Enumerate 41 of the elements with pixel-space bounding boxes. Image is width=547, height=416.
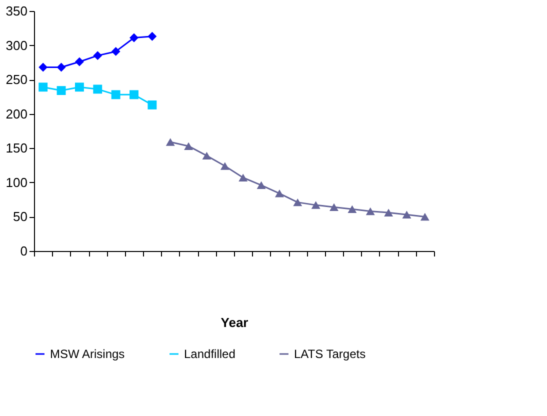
point: [238, 174, 248, 182]
legend-label: MSW Arisings: [50, 347, 125, 361]
point: [38, 62, 48, 72]
point: [220, 162, 230, 170]
point: [293, 198, 302, 206]
point: [56, 86, 66, 96]
point: [420, 212, 430, 221]
point: [93, 84, 102, 94]
point: [148, 32, 157, 41]
y-tick-label: 50: [13, 209, 28, 224]
point: [256, 181, 266, 190]
point: [184, 142, 194, 150]
point: [130, 33, 138, 42]
point: [111, 46, 120, 56]
point: [166, 138, 175, 146]
y-tick-label: 300: [6, 38, 28, 53]
point: [274, 190, 284, 198]
y-tick-label: 200: [6, 106, 28, 122]
point: [74, 57, 84, 66]
point: [202, 152, 212, 160]
y-tick-label: 150: [6, 140, 28, 156]
point: [74, 82, 84, 92]
x-axis-title: Year: [220, 315, 248, 330]
point: [56, 62, 66, 72]
legend-label: Landfilled: [184, 347, 236, 361]
y-tick-label: 0: [20, 244, 28, 258]
point: [311, 201, 320, 209]
point: [148, 100, 157, 110]
y-tick-label: 100: [6, 174, 28, 190]
point: [402, 210, 412, 219]
point: [111, 90, 120, 100]
legend-label: LATS Targets: [294, 347, 366, 361]
point: [130, 90, 138, 100]
point: [348, 205, 357, 214]
point: [384, 208, 394, 216]
point: [366, 207, 375, 216]
point: [330, 203, 338, 211]
point: [38, 82, 48, 92]
y-tick-label: 250: [6, 72, 28, 88]
point: [93, 51, 102, 60]
y-tick-label: 350: [6, 4, 28, 18]
